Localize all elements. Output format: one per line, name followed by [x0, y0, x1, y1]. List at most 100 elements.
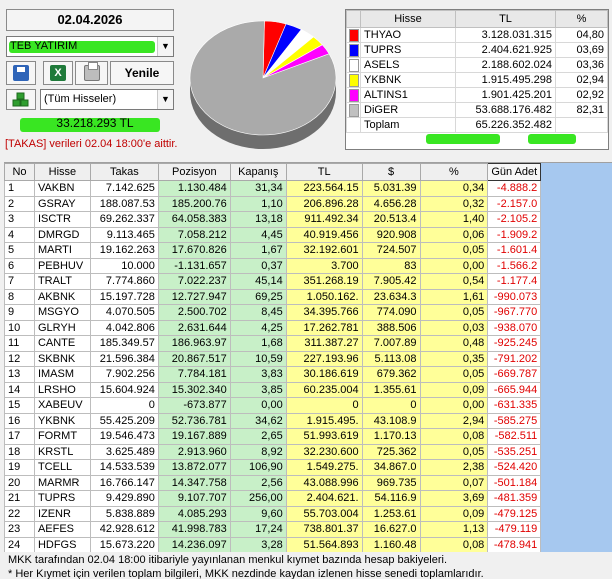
tl-value-cell: 738.801.37	[285, 521, 363, 538]
col-header-symbol[interactable]: Hisse	[33, 163, 91, 181]
export-excel-button[interactable]: X	[43, 61, 73, 85]
broker-select[interactable]: TEB YATIRIM ▼	[6, 36, 174, 57]
col-header-no[interactable]: No	[4, 163, 35, 181]
position-cell: 13.872.077	[157, 459, 231, 476]
col-header-close[interactable]: Kapanış	[229, 163, 287, 181]
row-filler	[540, 211, 612, 228]
table-row[interactable]: 16 YKBNK 55.425.209 52.736.781 34,62 1.915.49…	[4, 412, 612, 429]
footer-notes: MKK tarafından 02.04 18:00 itibariyle ya…	[4, 553, 612, 579]
table-row[interactable]: 4 DMRGD 9.113.465 7.058.212 4,45 40.919.456 92…	[4, 226, 612, 243]
row-filler	[540, 366, 612, 383]
takas-cell: 4.070.505	[89, 304, 159, 321]
row-filler	[540, 226, 612, 243]
col-header-position[interactable]: Pozisyon	[157, 163, 231, 181]
summary-tl: 1.915.495.298	[455, 72, 556, 88]
table-row[interactable]: 2 GSRAY 188.087.53 185.200.76 1,10 206.896.28…	[4, 195, 612, 212]
summary-row[interactable]: THYAO 3.128.031.315 04,80	[346, 27, 608, 43]
usd-value-cell: 0	[361, 397, 421, 414]
stock-filter-select[interactable]: (Tüm Hisseler) ▼	[40, 89, 174, 110]
row-filler	[540, 288, 612, 305]
chevron-down-icon[interactable]: ▼	[157, 37, 173, 56]
usd-value-cell: 4.656.28	[361, 195, 421, 212]
highlight-mark	[528, 134, 576, 144]
table-row[interactable]: 12 SKBNK 21.596.384 20.867.517 10,59 227.193.…	[4, 350, 612, 367]
table-row[interactable]: 19 TCELL 14.533.539 13.872.077 106,90 1.549.2…	[4, 459, 612, 476]
close-price-cell: 2,56	[229, 474, 287, 491]
percent-cell: 0,05	[419, 443, 489, 460]
printer-icon	[83, 62, 100, 81]
chevron-down-icon[interactable]: ▼	[157, 90, 173, 109]
summary-row[interactable]: YKBNK 1.915.495.298 02,94	[346, 72, 608, 88]
tl-value-cell: 0	[285, 397, 363, 414]
col-header-pct[interactable]: %	[419, 163, 489, 181]
position-cell: -673.877	[157, 397, 231, 414]
table-row[interactable]: 3 ISCTR 69.262.337 64.058.383 13,18 911.492.3…	[4, 211, 612, 228]
summary-row[interactable]: ALTINS1 1.901.425.201 02,92	[346, 87, 608, 103]
takas-cell: 4.042.806	[89, 319, 159, 336]
takas-cell: 3.625.489	[89, 443, 159, 460]
col-header-tl[interactable]: TL	[285, 163, 363, 181]
position-cell: 2.631.644	[157, 319, 231, 336]
row-filler	[540, 319, 612, 336]
table-row[interactable]: 24 HDFGS 15.673.220 14.236.097 3,28 51.564.89…	[4, 536, 612, 552]
percent-cell: 0,08	[419, 428, 489, 445]
table-row[interactable]: 6 PEBHUV 10.000 -1.131.657 0,37 3.700 83 0,00 -1…	[4, 257, 612, 274]
tl-value-cell: 1.549.275.	[285, 459, 363, 476]
top-holdings-summary: Hisse TL % THYAO 3.128.031.315 04,80 TUPRS 2…	[345, 9, 609, 150]
usd-value-cell: 920.908	[361, 226, 421, 243]
summary-header-symbol[interactable]: Hisse	[360, 10, 456, 28]
table-row[interactable]: 14 LRSHO 15.604.924 15.302.340 3,85 60.235.00…	[4, 381, 612, 398]
save-button[interactable]	[6, 61, 36, 85]
summary-header-pct[interactable]: %	[555, 10, 608, 28]
table-row[interactable]: 10 GLRYH 4.042.806 2.631.644 4,25 17.262.781 3…	[4, 319, 612, 336]
daily-qty-cell: -669.787	[487, 366, 542, 383]
table-row[interactable]: 9 MSGYO 4.070.505 2.500.702 8,45 34.395.766 77…	[4, 304, 612, 321]
table-row[interactable]: 1 VAKBN 7.142.625 1.130.484 31,34 223.564.15 5…	[4, 180, 612, 197]
summary-row[interactable]: ASELS 2.188.602.024 03,36	[346, 57, 608, 73]
summary-row[interactable]: DiGER 53.688.176.482 82,31	[346, 102, 608, 118]
table-row[interactable]: 8 AKBNK 15.197.728 12.727.947 69,25 1.050.162…	[4, 288, 612, 305]
table-row[interactable]: 20 MARMR 16.766.147 14.347.758 2,56 43.088.99…	[4, 474, 612, 491]
symbol-cell: KRSTL	[33, 443, 91, 460]
table-row[interactable]: 18 KRSTL 3.625.489 2.913.960 8,92 32.230.600 7…	[4, 443, 612, 460]
position-cell: 4.085.293	[157, 505, 231, 522]
refresh-button[interactable]: Yenile	[110, 61, 174, 85]
summary-symbol: TUPRS	[360, 42, 456, 58]
position-cell: 17.670.826	[157, 242, 231, 259]
row-number: 19	[4, 459, 35, 476]
stock-group-button[interactable]	[6, 89, 36, 110]
table-row[interactable]: 22 IZENR 5.838.889 4.085.293 9,60 55.703.004 1…	[4, 505, 612, 522]
summary-header-tl[interactable]: TL	[455, 10, 556, 28]
table-row[interactable]: 21 TUPRS 9.429.890 9.107.707 256,00 2.404.621…	[4, 490, 612, 507]
print-button[interactable]	[75, 61, 108, 85]
table-row[interactable]: 23 AEFES 42.928.612 41.998.783 17,24 738.801.…	[4, 521, 612, 538]
summary-row[interactable]: TUPRS 2.404.621.925 03,69	[346, 42, 608, 58]
table-row[interactable]: 11 CANTE 185.349.57 186.963.97 1,68 311.387.2…	[4, 335, 612, 352]
col-header-daily-qty[interactable]: Gün Adet	[487, 163, 542, 181]
tl-value-cell: 55.703.004	[285, 505, 363, 522]
symbol-cell: YKBNK	[33, 412, 91, 429]
col-header-usd[interactable]: $	[361, 163, 421, 181]
footer-line-1: MKK tarafından 02.04 18:00 itibariyle ya…	[8, 554, 448, 566]
col-header-takas[interactable]: Takas	[89, 163, 159, 181]
close-price-cell: 1,67	[229, 242, 287, 259]
table-row[interactable]: 5 MARTI 19.162.263 17.670.826 1,67 32.192.601…	[4, 242, 612, 259]
takas-cell: 19.162.263	[89, 242, 159, 259]
holdings-grid[interactable]: No Hisse Takas Pozisyon Kapanış TL $ % G…	[4, 162, 612, 552]
usd-value-cell: 724.507	[361, 242, 421, 259]
usd-value-cell: 679.362	[361, 366, 421, 383]
close-price-cell: 69,25	[229, 288, 287, 305]
daily-qty-cell: -2.157.0	[487, 195, 542, 212]
table-row[interactable]: 7 TRALT 7.774.860 7.022.237 45,14 351.268.19 7…	[4, 273, 612, 290]
table-row[interactable]: 17 FORMT 19.546.473 19.167.889 2,65 51.993.61…	[4, 428, 612, 445]
tl-value-cell: 51.993.619	[285, 428, 363, 445]
footer-line-2: * Her Kıymet için verilen toplam bilgile…	[8, 568, 484, 579]
total-amount: 33.218.293 TL	[20, 115, 170, 132]
daily-qty-cell: -524.420	[487, 459, 542, 476]
table-row[interactable]: 13 IMASM 7.902.256 7.784.181 3,83 30.186.619 6…	[4, 366, 612, 383]
daily-qty-cell: -535.251	[487, 443, 542, 460]
symbol-cell: LRSHO	[33, 381, 91, 398]
summary-symbol: ASELS	[360, 57, 456, 73]
table-row[interactable]: 15 XABEUV 0 -673.877 0,00 0 0 0,00 -631.335	[4, 397, 612, 414]
percent-cell: 1,13	[419, 521, 489, 538]
